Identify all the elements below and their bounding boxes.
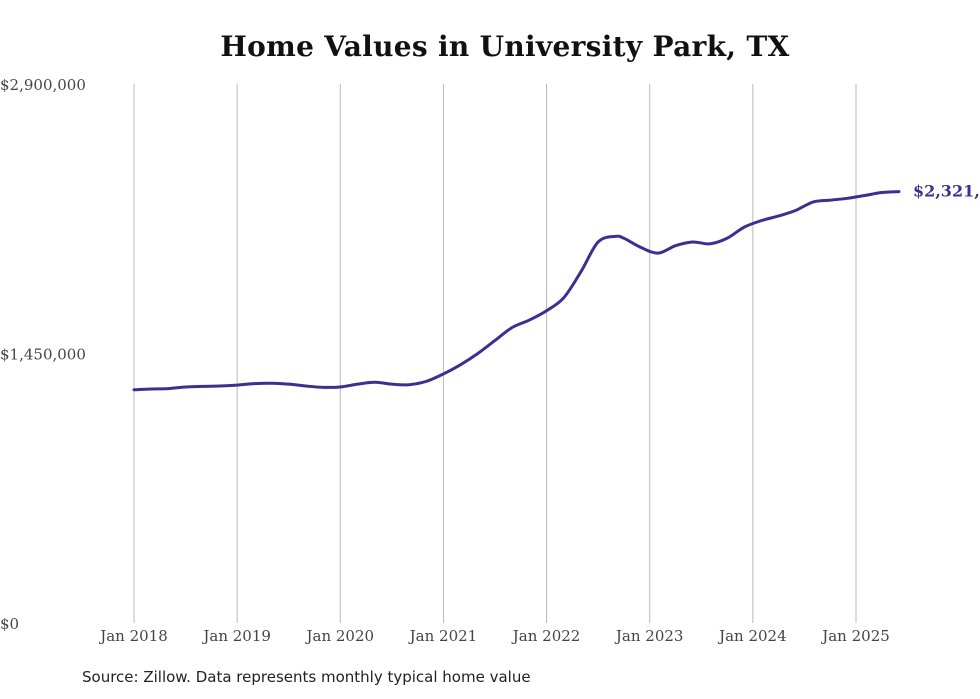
y-tick-label: $0	[0, 615, 19, 633]
end-value-label: $2,321,048	[913, 182, 980, 201]
gridlines	[133, 84, 857, 623]
x-tick-label: Jan 2024	[717, 627, 787, 645]
y-axis-ticks: $0 $1,450,000 $2,900,000	[0, 76, 86, 633]
y-tick-label: $1,450,000	[0, 346, 86, 364]
source-note: Source: Zillow. Data represents monthly …	[82, 668, 531, 686]
x-tick-label: Jan 2018	[98, 627, 168, 645]
x-tick-label: Jan 2021	[408, 627, 478, 645]
x-axis-ticks: Jan 2018 Jan 2019 Jan 2020 Jan 2021 Jan 2022…	[98, 627, 890, 645]
home-value-line	[132, 190, 901, 392]
chart-title: Home Values in University Park, TX	[220, 30, 790, 63]
y-tick-label: $2,900,000	[0, 76, 86, 94]
x-tick-label: Jan 2020	[305, 627, 375, 645]
x-tick-label: Jan 2023	[614, 627, 684, 645]
x-tick-label: Jan 2025	[820, 627, 890, 645]
x-tick-label: Jan 2022	[511, 627, 581, 645]
x-tick-label: Jan 2019	[201, 627, 271, 645]
